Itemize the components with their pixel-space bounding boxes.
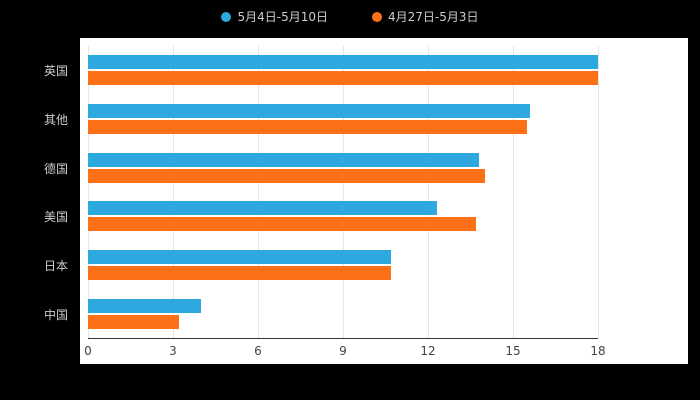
- legend-marker-icon: [372, 11, 382, 22]
- bar-4月27日-5月3日-日本: [88, 266, 391, 280]
- category-label: 英国: [44, 64, 69, 78]
- legend-marker-icon: [221, 11, 232, 22]
- gridline: [428, 46, 429, 338]
- gridline: [513, 46, 514, 338]
- bar-5月4日-5月10日-日本: [88, 250, 391, 264]
- x-axis-line: [88, 338, 598, 339]
- gridline: [598, 46, 599, 338]
- x-tick-label: 15: [505, 344, 521, 358]
- plot-area: 0 3 6 9 12 15 18: [80, 38, 688, 364]
- gridline: [343, 46, 344, 338]
- category-label: 中国: [44, 308, 69, 322]
- legend-item-2[interactable]: 4月27日-5月3日: [372, 8, 479, 25]
- bar-5月4日-5月10日-其他: [88, 104, 530, 118]
- legend-label: 4月27日-5月3日: [388, 10, 479, 24]
- category-label: 其他: [44, 113, 69, 127]
- bar-4月27日-5月3日-其他: [88, 120, 527, 134]
- gridline: [173, 46, 174, 338]
- bar-5月4日-5月10日-美国: [88, 201, 437, 215]
- category-label: 德国: [44, 162, 69, 176]
- gridline: [88, 46, 89, 338]
- x-tick-label: 12: [420, 344, 436, 358]
- bar-4月27日-5月3日-德国: [88, 169, 485, 183]
- bar-5月4日-5月10日-德国: [88, 153, 479, 167]
- x-tick-label: 9: [339, 344, 347, 358]
- bar-5月4日-5月10日-英国: [88, 55, 598, 69]
- category-label: 日本: [44, 259, 69, 273]
- legend-label: 5月4日-5月10日: [237, 10, 328, 24]
- x-tick-label: 3: [169, 344, 177, 358]
- legend-item-1[interactable]: 5月4日-5月10日: [221, 8, 328, 25]
- category-label: 美国: [44, 210, 69, 224]
- bar-4月27日-5月3日-美国: [88, 217, 476, 231]
- gridline: [258, 46, 259, 338]
- bar-4月27日-5月3日-英国: [88, 71, 598, 85]
- bar-5月4日-5月10日-中国: [88, 299, 201, 313]
- x-tick-label: 6: [254, 344, 262, 358]
- bar-4月27日-5月3日-中国: [88, 315, 179, 329]
- legend: 5月4日-5月10日 4月27日-5月3日: [0, 8, 700, 25]
- x-tick-label: 0: [84, 344, 92, 358]
- x-tick-label: 18: [590, 344, 606, 358]
